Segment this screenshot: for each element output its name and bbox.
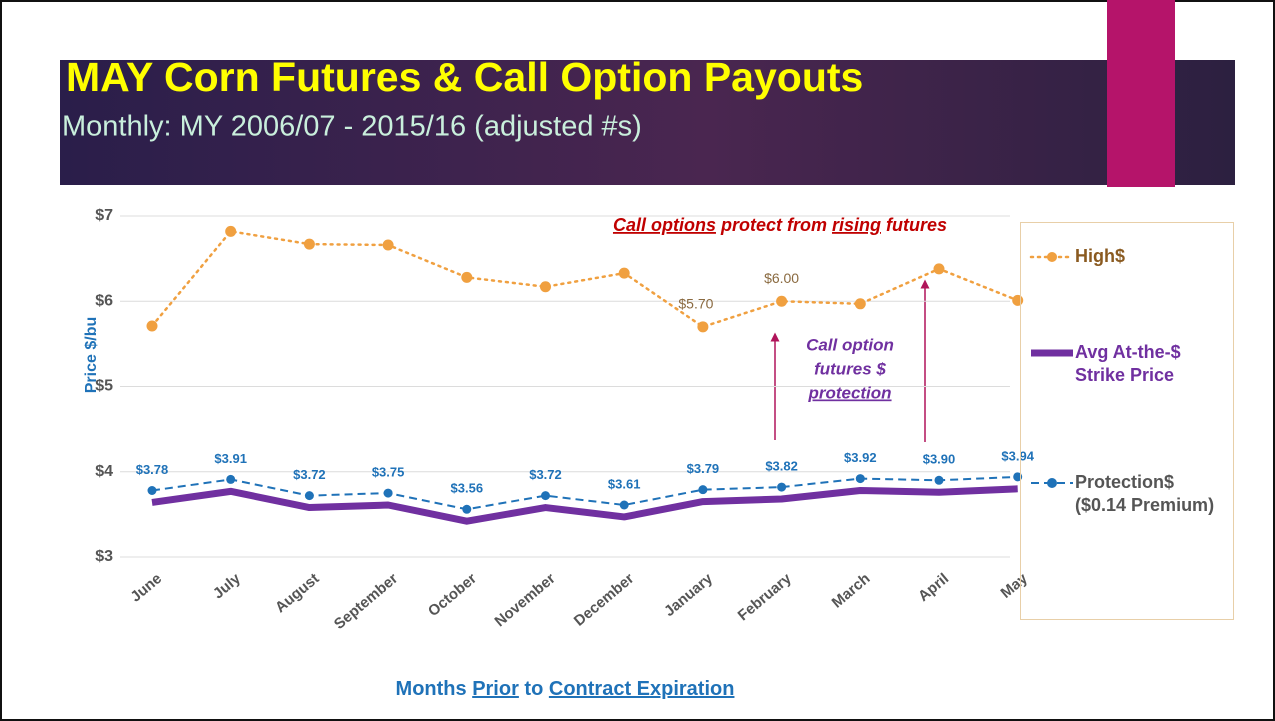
x-tick-label: July	[210, 570, 244, 603]
point	[1013, 472, 1023, 482]
annotation-part: Call options	[613, 215, 716, 235]
point	[382, 239, 394, 251]
series-line	[151, 485, 1018, 525]
y-tick-label: $7	[95, 207, 113, 224]
legend-label: Protection$ ($0.14 Premium)	[1075, 472, 1215, 515]
x-tick-label: August	[272, 570, 323, 616]
annotation-part: protect from	[716, 215, 832, 235]
series-line	[150, 229, 1019, 329]
point	[855, 474, 865, 484]
slide-subtitle: Monthly: MY 2006/07 - 2015/16 (adjusted …	[62, 111, 642, 143]
point	[697, 321, 709, 333]
annotation: protection	[807, 383, 891, 402]
y-tick-label: $5	[95, 378, 113, 395]
accent-block	[1107, 0, 1175, 187]
x-tick-label: September	[331, 570, 401, 633]
y-tick-label: $3	[95, 548, 113, 565]
data-label: $6.00	[764, 270, 799, 286]
point	[776, 295, 788, 307]
data-label: $3.91	[214, 451, 247, 466]
x-tick-label: December	[571, 570, 638, 630]
y-tick-label: $6	[95, 292, 113, 309]
annotation: Call options protect from rising futures	[613, 215, 947, 235]
annotation-part: Prior	[472, 678, 519, 700]
point	[541, 491, 550, 501]
point	[934, 475, 944, 485]
legend-item: Avg At-the-$ Strike Price	[1029, 341, 1215, 387]
point	[303, 238, 315, 250]
point	[618, 267, 630, 279]
y-tick-label: $4	[95, 463, 113, 480]
data-label: $3.92	[844, 450, 877, 465]
point	[461, 271, 473, 283]
data-label: $3.56	[451, 481, 484, 496]
data-label: $3.78	[136, 462, 169, 477]
annotation: Call option	[806, 335, 894, 354]
annotation-part: Contract Expiration	[549, 678, 735, 700]
data-label: $3.94	[1001, 448, 1034, 463]
x-tick-label: March	[829, 570, 874, 611]
legend-swatch	[1031, 478, 1073, 488]
annotation: futures $	[814, 359, 886, 378]
slide-title: MAY Corn Futures & Call Option Payouts	[66, 54, 863, 100]
legend: High$ Avg At-the-$ Strike Price Protection…	[1020, 222, 1234, 620]
x-tick-label: November	[491, 570, 558, 630]
annotation-part: to	[519, 678, 549, 700]
point	[777, 482, 787, 492]
point	[225, 225, 237, 237]
legend-marker	[1047, 478, 1057, 488]
point	[619, 500, 629, 510]
point	[226, 474, 236, 484]
data-label: $3.82	[765, 459, 798, 474]
data-label: $5.70	[678, 296, 713, 312]
point	[146, 320, 158, 332]
data-label: $3.90	[923, 452, 956, 467]
x-tick-label: June	[127, 570, 165, 606]
x-tick-label: February	[735, 570, 796, 625]
header-band	[60, 60, 1235, 185]
legend-swatch	[1031, 349, 1073, 357]
x-tick-label: January	[661, 570, 717, 620]
data-label: $3.61	[608, 476, 641, 491]
data-label: $3.72	[529, 467, 562, 482]
point	[933, 263, 945, 275]
legend-item: High$	[1029, 245, 1215, 268]
point	[304, 491, 314, 501]
legend-marker	[1047, 252, 1057, 262]
point	[854, 298, 866, 310]
data-label: $3.79	[687, 461, 720, 476]
annotation-part: futures	[881, 215, 947, 235]
point	[698, 485, 708, 495]
point	[540, 281, 551, 293]
legend-swatch	[1029, 252, 1075, 262]
annotation-part: Months	[396, 678, 473, 700]
data-label: $3.72	[293, 467, 326, 482]
y-axis-label: Price $/bu	[83, 317, 100, 393]
annotation-part: rising	[832, 215, 881, 235]
legend-item: Protection$ ($0.14 Premium)	[1029, 471, 1215, 517]
legend-label: Avg At-the-$ Strike Price	[1075, 342, 1181, 385]
legend-label: High$	[1075, 246, 1126, 266]
series-line	[151, 475, 1018, 511]
x-tick-label: April	[915, 570, 952, 605]
annotation: Months Prior to Contract Expiration	[396, 678, 735, 700]
point	[147, 486, 157, 496]
x-tick-label: October	[425, 570, 480, 620]
point	[462, 504, 472, 514]
point	[383, 488, 393, 498]
data-label: $3.75	[372, 465, 405, 480]
